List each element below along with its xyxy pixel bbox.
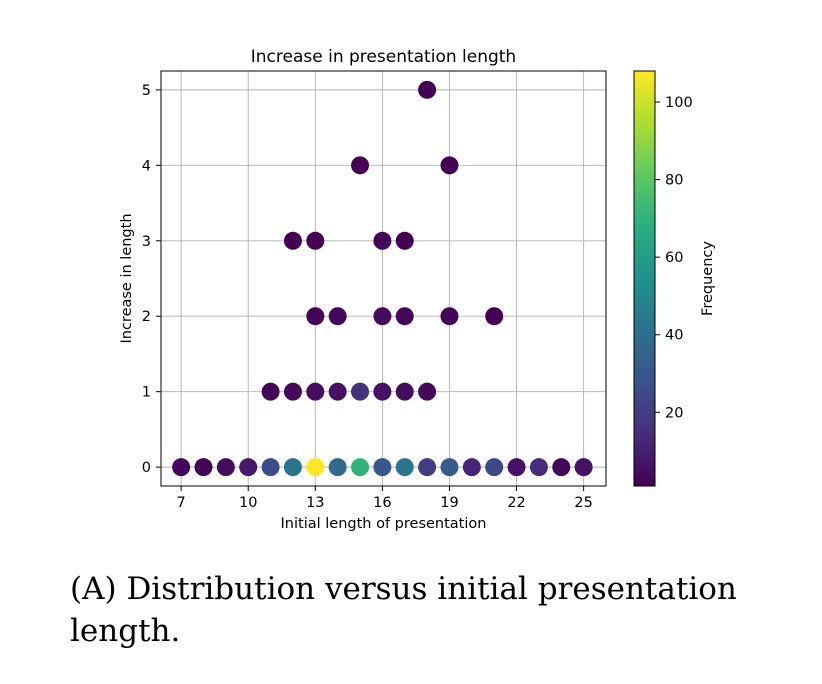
y-tick-label: 4 (142, 158, 151, 174)
scatter-point (507, 458, 526, 477)
y-axis-label: Increase in length (119, 213, 135, 343)
scatter-point (283, 382, 302, 401)
scatter-point (351, 382, 370, 401)
colorbar (633, 70, 656, 487)
scatter-point (172, 458, 191, 477)
colorbar-tick-label: 60 (665, 250, 683, 266)
scatter-point (261, 382, 280, 401)
scatter-point (283, 231, 302, 250)
x-tick-label: 19 (440, 495, 458, 511)
scatter-point (552, 458, 571, 477)
scatter-point (395, 231, 414, 250)
scatter-point (261, 458, 280, 477)
colorbar-label: Frequency (700, 241, 716, 316)
colorbar-ticks: 20 40 60 80 100 (655, 95, 693, 421)
scatter-point (529, 458, 548, 477)
y-axis-ticks: 0 1 2 3 4 5 (142, 83, 161, 476)
scatter-point (328, 382, 347, 401)
scatter-point (440, 458, 459, 477)
colorbar-tick-label: 80 (665, 173, 683, 189)
caption-label: (A) (70, 571, 117, 607)
scatter-point (373, 231, 392, 250)
plot-frame (160, 70, 607, 487)
scatter-point (485, 307, 504, 326)
figure-caption: (A) Distribution versus initial presenta… (70, 568, 800, 652)
scatter-point (395, 307, 414, 326)
scatter-point (373, 382, 392, 401)
scatter-point (395, 382, 414, 401)
scatter-point (328, 307, 347, 326)
x-tick-label: 25 (574, 495, 592, 511)
scatter-point (418, 382, 437, 401)
scatter-point (283, 458, 302, 477)
scatter-point (373, 307, 392, 326)
x-tick-label: 22 (507, 495, 525, 511)
chart-title: Increase in presentation length (251, 47, 516, 67)
caption-text: Distribution versus initial presentation… (70, 571, 737, 649)
y-tick-label: 3 (142, 234, 151, 250)
scatter-point (418, 80, 437, 99)
scatter-point (194, 458, 213, 477)
scatter-point (216, 458, 235, 477)
scatter-point (440, 156, 459, 175)
scatter-point (462, 458, 481, 477)
x-axis-label: Initial length of presentation (281, 516, 487, 532)
x-tick-label: 10 (239, 495, 257, 511)
grid-lines (161, 71, 606, 486)
scatter-point (351, 156, 370, 175)
scatter-point (351, 458, 370, 477)
scatter-point (418, 458, 437, 477)
x-axis-ticks: 7 10 13 16 19 22 25 (177, 486, 593, 511)
y-tick-label: 5 (142, 83, 151, 99)
y-tick-label: 2 (142, 309, 151, 325)
scatter-point (239, 458, 258, 477)
scatter-point (306, 307, 325, 326)
scatter-chart: 7 10 13 16 19 22 25 0 1 2 3 4 5 Increase in present… (119, 47, 716, 532)
scatter-point (440, 307, 459, 326)
x-tick-label: 7 (177, 495, 186, 511)
y-tick-label: 1 (142, 385, 151, 401)
scatter-point (395, 458, 414, 477)
scatter-point (574, 458, 593, 477)
scatter-point (328, 458, 347, 477)
scatter-point (306, 458, 325, 477)
colorbar-tick-label: 40 (665, 328, 683, 344)
colorbar-tick-label: 20 (665, 405, 683, 421)
y-tick-label: 0 (142, 460, 151, 476)
x-tick-label: 13 (306, 495, 324, 511)
scatter-point (306, 231, 325, 250)
scatter-point (306, 382, 325, 401)
scatter-point (373, 458, 392, 477)
scatter-point (485, 458, 504, 477)
colorbar-tick-label: 100 (665, 95, 693, 111)
scatter-points (172, 80, 593, 477)
x-tick-label: 16 (373, 495, 391, 511)
